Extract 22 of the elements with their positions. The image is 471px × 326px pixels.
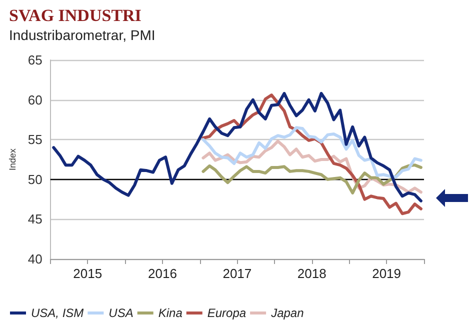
x-tick-label: 2016 <box>148 266 177 281</box>
y-tick-label: 45 <box>28 212 42 227</box>
y-tick-label: 60 <box>28 92 42 108</box>
y-tick-label: 40 <box>28 252 42 266</box>
x-tick-label: 2019 <box>372 266 402 281</box>
legend-label: USA <box>108 306 134 320</box>
x-tick-label: 2015 <box>73 266 102 281</box>
line-series <box>202 164 422 194</box>
y-tick-label: 55 <box>28 132 42 148</box>
y-tick-label: 50 <box>28 172 42 187</box>
legend-label: Japan <box>270 306 304 320</box>
line-series <box>52 92 422 202</box>
line-series <box>202 126 422 179</box>
legend-label: Kina <box>158 306 183 320</box>
legend-label: Europa <box>207 306 246 320</box>
legend-label: USA, ISM <box>31 306 84 320</box>
chart-title: SVAG INDUSTRI <box>9 6 142 25</box>
y-axis-title: Index <box>8 148 18 171</box>
x-tick-label: 2018 <box>297 266 326 281</box>
x-tick-label: 2017 <box>222 266 252 281</box>
chart-subtitle: Industribarometrar, PMI <box>9 27 156 43</box>
y-tick-label: 65 <box>28 52 42 68</box>
